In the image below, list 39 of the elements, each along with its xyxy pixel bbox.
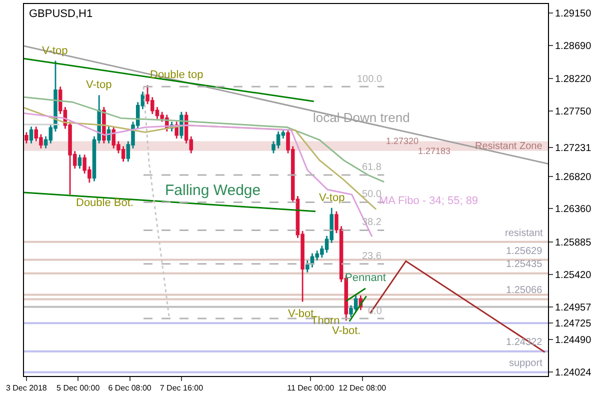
annotation: Double Bot. — [76, 197, 134, 209]
y-tick-label: 1.24957 — [555, 302, 592, 314]
annotation: 1.27183 — [418, 146, 451, 156]
y-tick-label: 1.26820 — [555, 172, 592, 183]
annotation: Falling Wedge — [165, 182, 261, 199]
annotation: V-top — [42, 45, 68, 57]
annotation: 100.0 — [357, 74, 382, 85]
y-tick-label: 1.27231 — [555, 143, 592, 154]
chart-title: GBPUSD,H1 — [29, 8, 93, 20]
annotation: V-top — [86, 79, 112, 91]
x-tick-label: 5 Dec 00:00 — [56, 384, 100, 393]
annotation: V-bot. — [332, 325, 361, 337]
y-tick-label: 1.28220 — [555, 74, 592, 85]
x-tick-label: 3 Dec 2018 — [6, 384, 48, 393]
y-tick-label: 1.26360 — [555, 204, 592, 216]
y-tick-label: 1.24725 — [555, 318, 592, 330]
x-tick-label: 12 Dec 08:00 — [338, 384, 387, 393]
y-tick-label: 1.24490 — [555, 335, 592, 346]
ref-line-label: 1.25435 — [506, 259, 543, 270]
ref-line-label: resistant — [505, 228, 544, 239]
x-tick-label: 7 Dec 16:00 — [160, 384, 204, 393]
annotation: 61.8 — [362, 162, 382, 173]
annotation: V-top — [319, 192, 345, 204]
ref-line-label: support — [509, 358, 543, 369]
y-tick-label: 1.29150 — [555, 8, 592, 20]
y-tick-label: 1.27750 — [555, 106, 592, 118]
annotation: MA Fibo - 34; 55; 89 — [379, 195, 478, 207]
y-tick-label: 1.24024 — [555, 368, 592, 379]
y-tick-label: 1.28690 — [555, 40, 592, 52]
annotation: Double top — [150, 69, 204, 81]
annotation: 1.27320 — [386, 136, 419, 146]
band-label: Resistant Zone — [475, 141, 543, 152]
ref-line-label: 1.25066 — [506, 285, 543, 296]
y-tick-label: 1.25420 — [555, 270, 592, 281]
ref-line-label: 1.25629 — [506, 246, 543, 257]
x-tick-label: 6 Dec 08:00 — [108, 384, 152, 393]
x-tick-label: 11 Dec 00:00 — [287, 384, 335, 393]
annotation: 0.0 — [368, 306, 382, 317]
y-tick-label: 1.25885 — [555, 237, 592, 248]
